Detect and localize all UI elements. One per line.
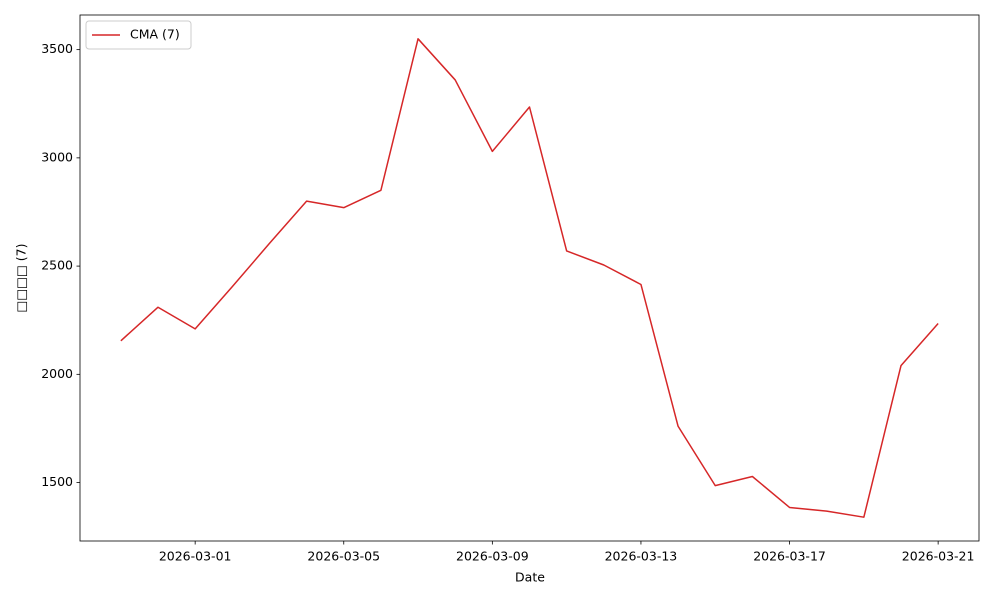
y-tick-label: 1500 (41, 474, 73, 489)
x-tick-label: 2026-03-17 (753, 549, 826, 564)
y-tick-label: 2500 (41, 258, 73, 273)
axes-frame (79, 14, 980, 542)
x-tick-label: 2026-03-09 (456, 549, 529, 564)
line-series (120, 38, 939, 518)
x-tick-label: 2026-03-13 (605, 549, 678, 564)
x-tick-label: 2026-03-05 (307, 549, 380, 564)
legend: CMA (7) (85, 20, 192, 50)
y-tick-label: 3000 (41, 149, 73, 164)
y-tick-label: 3500 (41, 41, 73, 56)
legend-box (85, 20, 192, 50)
x-tick-label: 2026-03-21 (902, 549, 975, 564)
legend-label: CMA (7) (130, 27, 180, 42)
y-tick-label: 2000 (41, 366, 73, 381)
x-axis-label: Date (515, 570, 545, 585)
y-axis-label: □□□□ (7) (14, 244, 29, 313)
x-tick-label: 2026-03-01 (159, 549, 232, 564)
